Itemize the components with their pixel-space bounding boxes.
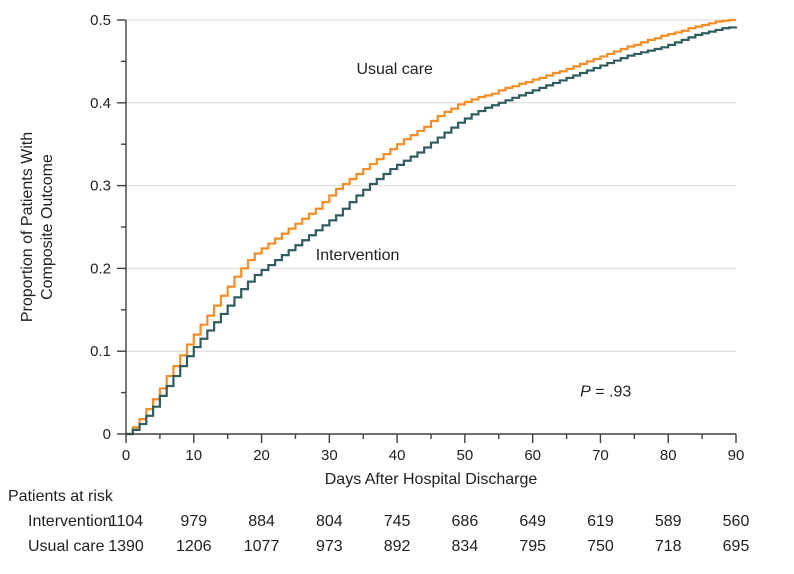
- risk-value: 884: [248, 513, 275, 530]
- x-tick-label: 0: [122, 447, 130, 464]
- y-axis-label: Composite Outcome: [39, 154, 56, 300]
- x-tick-label: 20: [253, 447, 270, 464]
- risk-value: 619: [587, 513, 614, 530]
- x-tick-label: 30: [321, 447, 338, 464]
- risk-value: 834: [452, 538, 479, 555]
- risk-value: 750: [587, 538, 614, 555]
- y-tick-label: 0.5: [90, 12, 111, 29]
- risk-value: 892: [384, 538, 411, 555]
- y-tick-label: 0.3: [90, 178, 111, 195]
- risk-value: 745: [384, 513, 411, 530]
- series-label-1: Intervention: [316, 247, 400, 264]
- risk-value: 1390: [108, 538, 144, 555]
- risk-value: 804: [316, 513, 343, 530]
- risk-value: 795: [519, 538, 546, 555]
- series-label-0: Usual care: [356, 61, 433, 78]
- x-tick-label: 60: [524, 447, 541, 464]
- risk-value: 979: [180, 513, 207, 530]
- y-tick-label: 0.1: [90, 343, 111, 360]
- risk-value: 973: [316, 538, 343, 555]
- risk-value: 1206: [176, 538, 212, 555]
- y-axis-label: Proportion of Patients With: [19, 132, 36, 322]
- risk-value: 695: [723, 538, 750, 555]
- km-figure: Usual care Intervention 0 10 20 30 40 50 60 70 80 9…: [0, 0, 794, 574]
- x-tick-label: 50: [457, 447, 474, 464]
- risk-value: 1077: [244, 538, 280, 555]
- risk-value: 1104: [109, 513, 144, 530]
- y-tick-label: 0: [103, 426, 111, 443]
- x-tick-label: 10: [185, 447, 202, 464]
- risk-value: 560: [723, 513, 750, 530]
- risk-value: 718: [655, 538, 682, 555]
- y-tick-label: 0.4: [90, 95, 111, 112]
- y-tick-label: 0.2: [90, 260, 111, 277]
- risk-row-label: Usual care: [28, 538, 105, 555]
- x-tick-label: 70: [592, 447, 609, 464]
- risk-row-label: Intervention: [28, 513, 112, 530]
- x-tick-label: 80: [660, 447, 677, 464]
- risk-value: 649: [519, 513, 546, 530]
- x-axis-label: Days After Hospital Discharge: [325, 471, 538, 488]
- risk-value: 686: [452, 513, 479, 530]
- risk-table-title: Patients at risk: [8, 488, 114, 505]
- risk-value: 589: [655, 513, 682, 530]
- x-tick-label: 90: [728, 447, 745, 464]
- x-tick-label: 40: [389, 447, 406, 464]
- p-value-annotation: P = .93: [580, 384, 631, 401]
